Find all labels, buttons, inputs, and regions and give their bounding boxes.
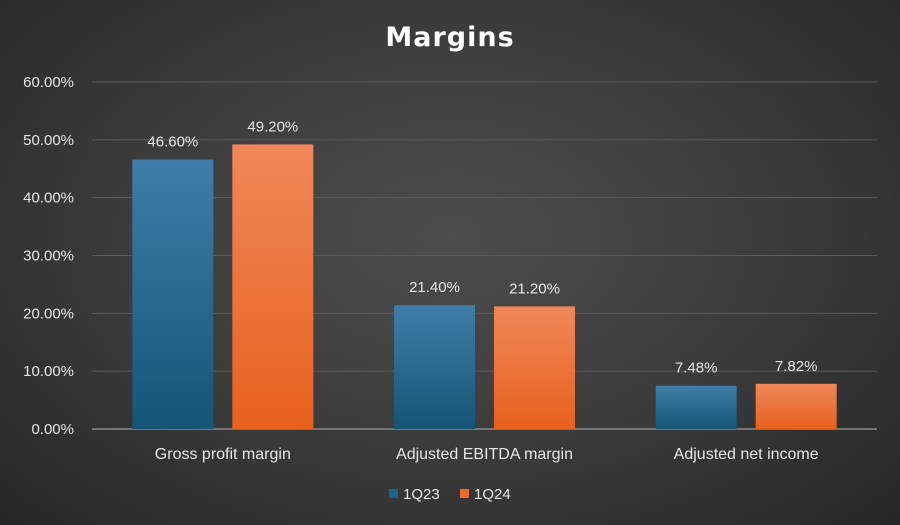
data-label: 49.20%: [247, 118, 298, 135]
bars: [132, 144, 837, 429]
legend-label-1Q24: 1Q24: [474, 486, 511, 503]
y-tick-label: 40.00%: [23, 190, 74, 207]
bar-1Q23-2: [394, 305, 475, 429]
y-tick-label: 10.00%: [23, 363, 74, 380]
y-tick-label: 50.00%: [23, 132, 74, 149]
data-labels: 46.60% 49.20% 21.40% 21.20% 7.48% 7.82%: [147, 118, 817, 376]
y-tick-label: 20.00%: [23, 305, 74, 322]
legend-swatch-1Q24: [460, 489, 469, 498]
data-label: 46.60%: [147, 133, 198, 150]
bar-1Q23-3: [655, 385, 737, 429]
data-label: 21.20%: [509, 280, 560, 297]
legend: 1Q23 1Q24: [389, 486, 511, 503]
legend-swatch-1Q23: [389, 489, 398, 498]
y-tick-label: 60.00%: [23, 74, 74, 91]
gridlines: [92, 81, 877, 430]
category-label: Adjusted net income: [674, 446, 819, 463]
category-label: Gross profit margin: [155, 446, 291, 463]
bar-1Q23-1: [132, 159, 214, 429]
y-tick-label: 0.00%: [31, 421, 74, 438]
data-label: 7.48%: [675, 360, 718, 377]
legend-label-1Q23: 1Q23: [403, 486, 440, 503]
x-axis-categories: Gross profit margin Adjusted EBITDA margi…: [155, 446, 819, 463]
data-label: 21.40%: [409, 279, 460, 296]
bar-1Q24-2: [494, 306, 575, 429]
y-tick-label: 30.00%: [23, 248, 74, 265]
category-label: Adjusted EBITDA margin: [396, 446, 573, 463]
y-axis-ticks: 0.00% 10.00% 20.00% 30.00% 40.00% 50.00% 60.00…: [23, 74, 74, 438]
bar-1Q24-3: [755, 383, 837, 429]
chart-title: Margins: [385, 22, 514, 53]
data-label: 7.82%: [775, 358, 818, 375]
bar-1Q24-1: [232, 144, 314, 429]
